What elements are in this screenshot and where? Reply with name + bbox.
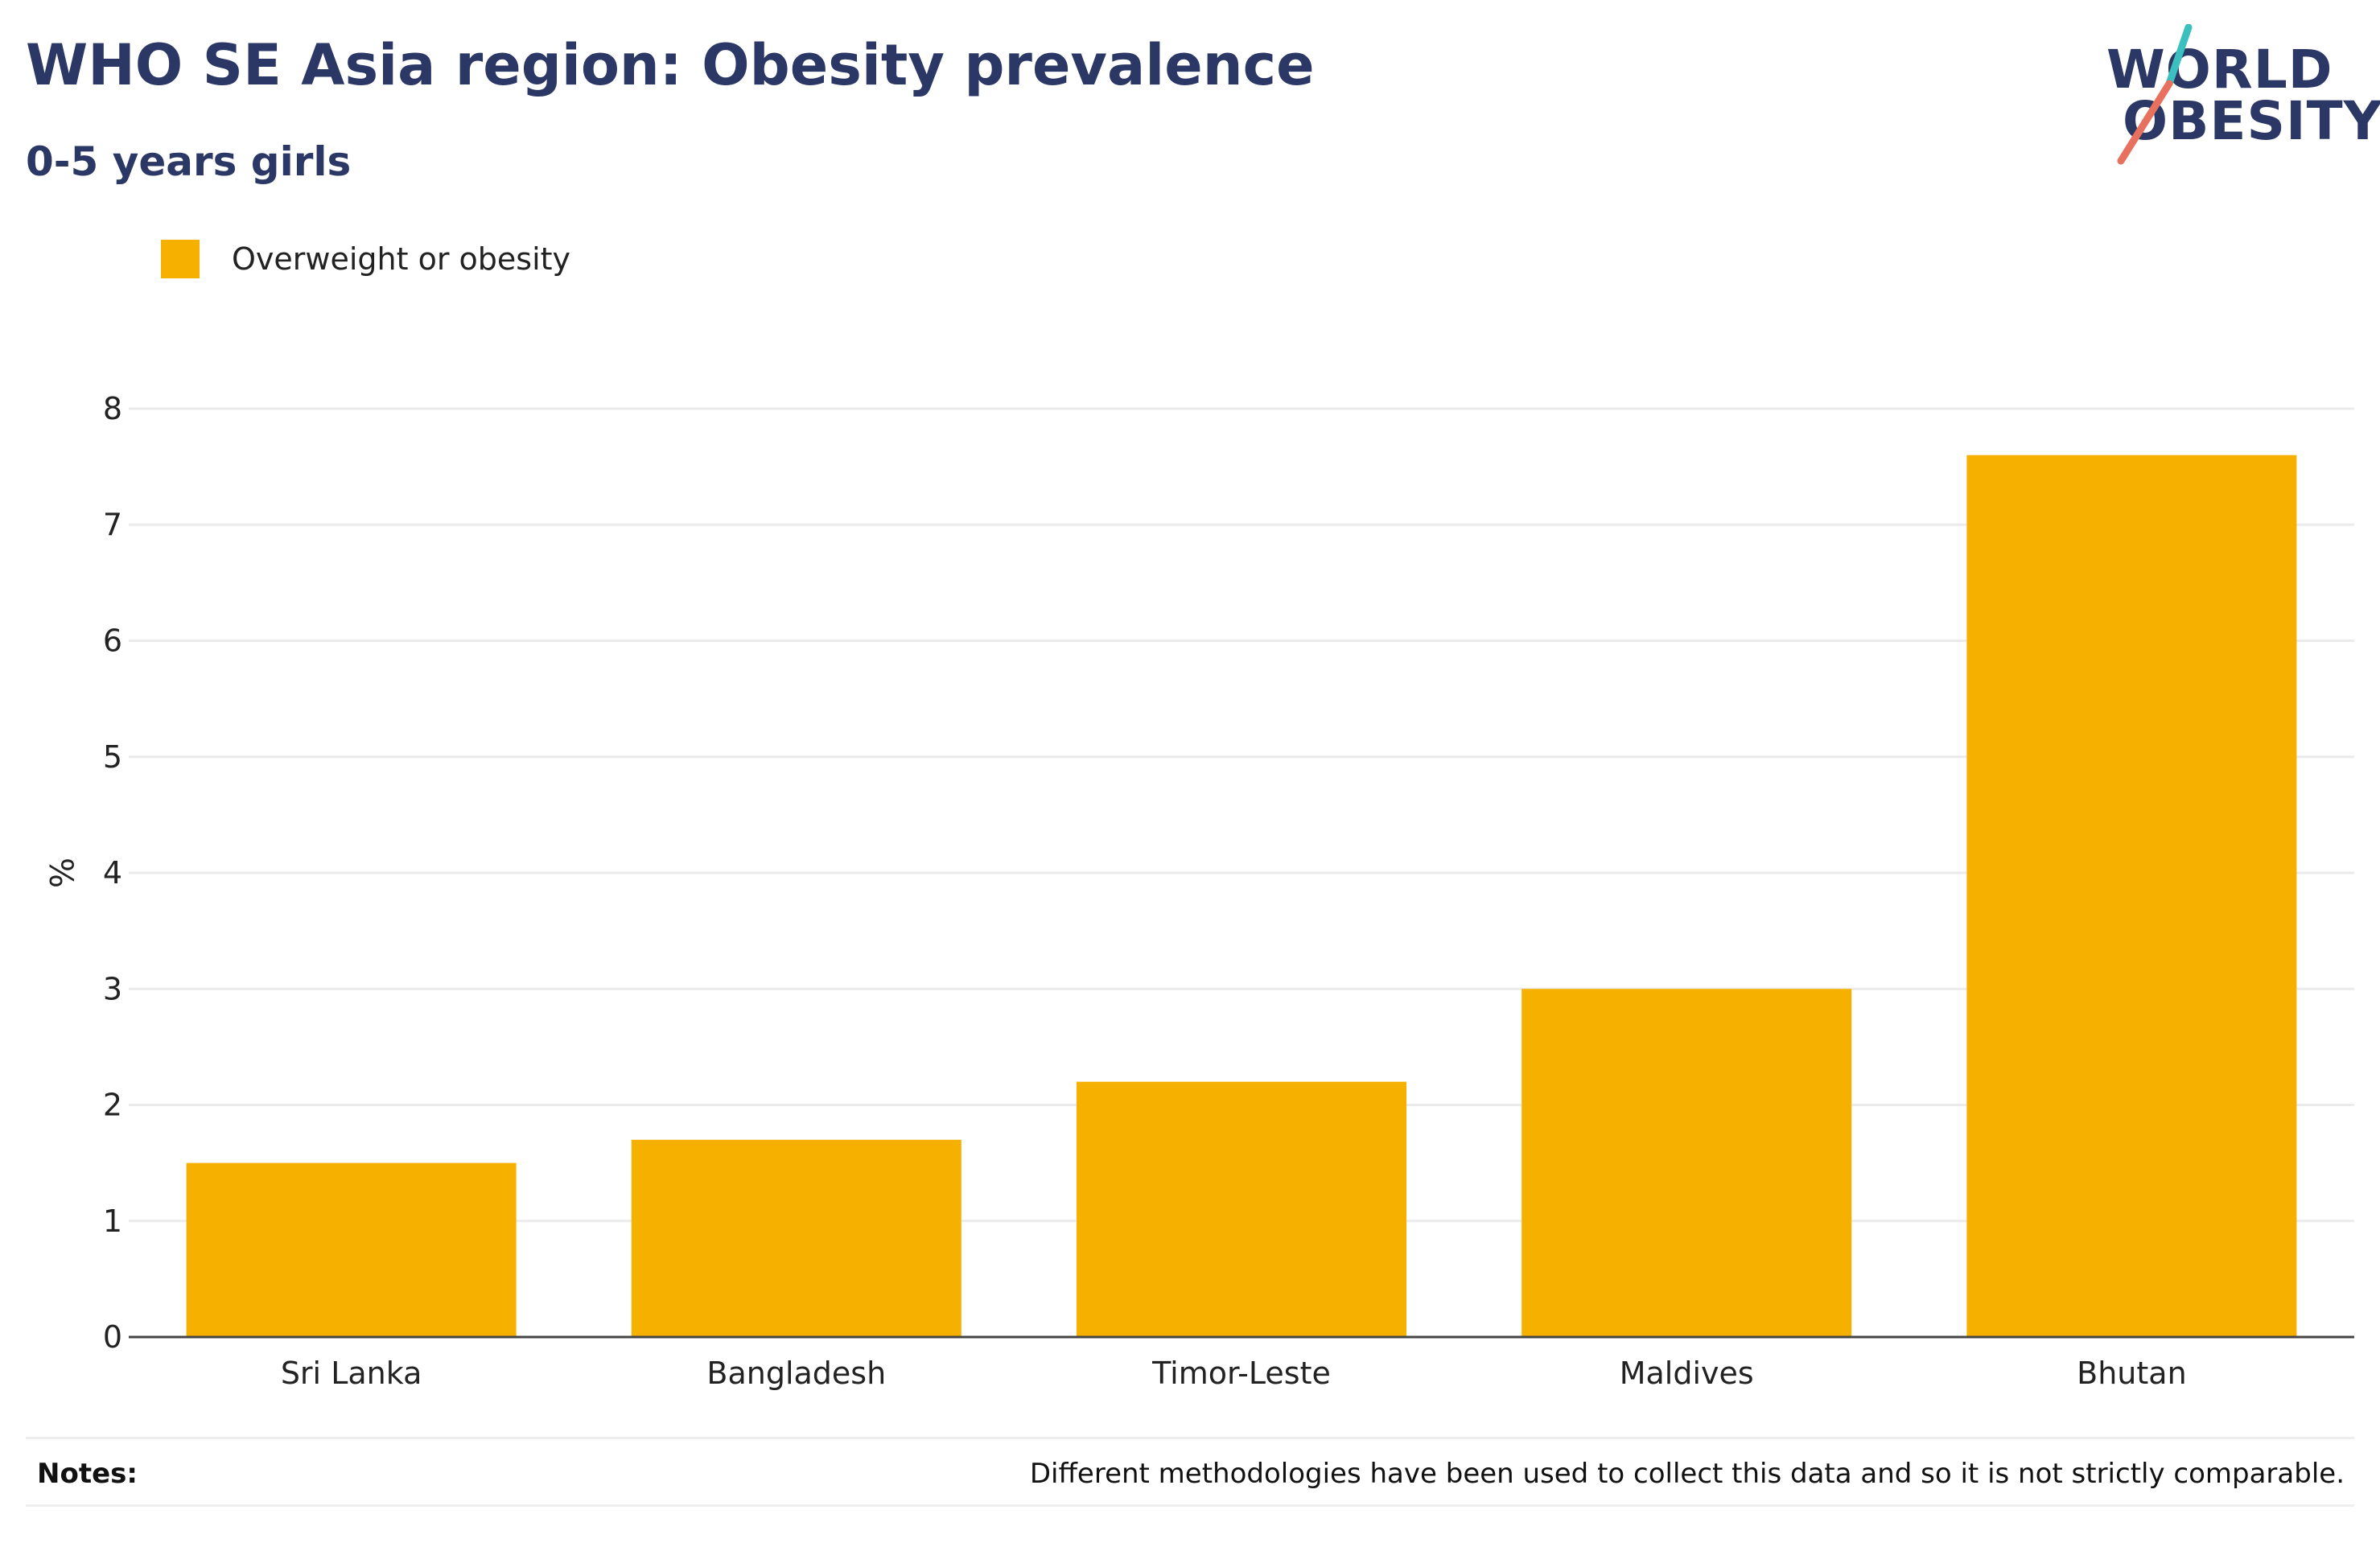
y-tick-label: 0: [103, 1319, 122, 1355]
y-tick-label: 1: [103, 1203, 122, 1239]
notes-divider-top: [26, 1437, 2354, 1439]
y-tick-label: 8: [103, 391, 122, 426]
y-tick-label: 3: [103, 971, 122, 1006]
y-tick-label: 4: [103, 855, 122, 891]
chart-title: WHO SE Asia region: Obesity prevalence: [26, 32, 1315, 98]
y-axis-label: %: [42, 858, 79, 888]
bar-sri-lanka: [186, 1162, 517, 1337]
bar-maldives: [1521, 989, 1852, 1337]
legend-swatch: [161, 240, 200, 278]
y-tick-label: 2: [103, 1088, 122, 1123]
y-tick-label: 7: [103, 507, 122, 542]
bar-bangladesh: [631, 1139, 961, 1337]
y-tick-label: 5: [103, 739, 122, 775]
notes-divider-bottom: [26, 1504, 2354, 1507]
chart-legend: Overweight or obesity: [161, 240, 570, 278]
logo-text-world: WORLD: [2106, 39, 2333, 101]
logo-slash-icon: [2117, 24, 2193, 165]
notes-label: Notes:: [37, 1458, 138, 1490]
chart-subtitle: 0-5 years girls: [26, 138, 352, 185]
axes: 0 1 2 3 4 5 6 7 8 Sri Lanka Bangladesh Timor-Leste M…: [103, 391, 2354, 1391]
notes-text: Different methodologies have been used t…: [1029, 1458, 2345, 1490]
x-tick-label: Maldives: [1620, 1356, 1754, 1391]
bar-timor-leste: [1077, 1081, 1406, 1337]
world-obesity-logo: WORLD OBESITY: [2100, 24, 2380, 169]
x-tick-label: Timor-Leste: [1151, 1356, 1331, 1391]
legend-label: Overweight or obesity: [232, 241, 571, 277]
x-tick-label: Bangladesh: [706, 1356, 886, 1391]
x-tick-label: Bhutan: [2077, 1356, 2187, 1391]
bars: [186, 455, 2297, 1338]
x-tick-label: Sri Lanka: [281, 1356, 422, 1391]
y-tick-label: 6: [103, 623, 122, 659]
logo-text-obesity: OBESITY: [2123, 90, 2380, 152]
bar-bhutan: [1966, 455, 2297, 1338]
bar-chart: 0 1 2 3 4 5 6 7 8 Sri Lanka Bangladesh Timor-Leste M…: [42, 391, 2354, 1391]
